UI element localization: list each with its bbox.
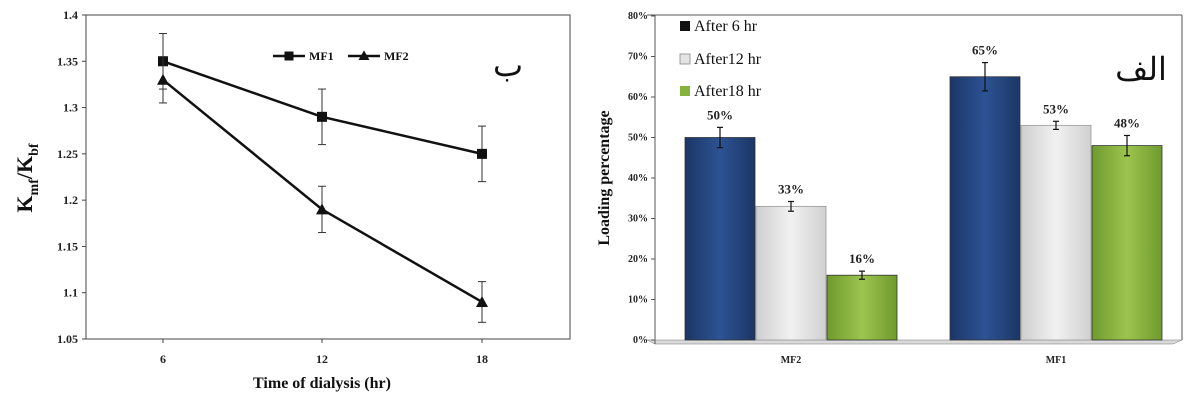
legend-18hr-label: After18 hr <box>694 83 762 100</box>
y-title-k: K <box>12 195 37 212</box>
line-x-tick-label: 12 <box>316 352 328 366</box>
bar-panel-label: الف <box>1115 51 1167 87</box>
legend-6hr-label: After 6 hr <box>694 18 758 35</box>
bar-mf1-6hr-value-label: 65% <box>972 43 998 58</box>
line-y-tick-label: 1.35 <box>57 54 78 68</box>
legend-12hr-label: After12 hr <box>694 51 762 68</box>
series-mf2-point <box>476 295 488 307</box>
y-title-sub-mf: mf <box>27 179 42 196</box>
bar-y-tick-label: 60% <box>628 92 648 103</box>
bar-y-tick-label: 10% <box>628 295 648 306</box>
series-mf1-point <box>477 148 487 159</box>
line-y-tick-label: 1.2 <box>63 193 78 207</box>
bar-y-tick-label: 40% <box>628 173 648 184</box>
legend-mf1-marker <box>284 51 294 61</box>
bar-x-tick-label: MF2 <box>781 355 802 366</box>
series-mf2-point <box>157 73 169 85</box>
bar-mf1-18hr-value-label: 48% <box>1114 115 1140 130</box>
legend-mf1-label: MF1 <box>309 49 334 63</box>
legend-mf2-label: MF2 <box>384 49 409 63</box>
bar-legend: After 6 hr After12 hr After18 hr <box>679 18 762 100</box>
bar-mf1-6hr <box>949 76 1021 341</box>
bar-y-ticks: 0% 10% 20% 30% 40% 50% 60% 70% 80% <box>628 11 655 346</box>
legend-18hr-swatch <box>680 86 690 96</box>
bar-mf1-12hr-value-label: 53% <box>1043 101 1069 116</box>
line-x-tick-label: 6 <box>160 352 166 366</box>
bar-y-tick-label: 0% <box>633 335 648 346</box>
series-mf2-point <box>316 203 328 215</box>
bar-y-tick-label: 70% <box>628 52 648 63</box>
line-x-axis-title: Time of dialysis (hr) <box>253 375 391 392</box>
line-x-tick-label: 18 <box>476 352 488 366</box>
line-y-axis-title: Kmf/Kbf <box>12 143 42 212</box>
y-title-sep: /K <box>12 156 37 180</box>
line-plot-frame <box>85 14 571 340</box>
line-chart: 1.05 1.1 1.15 1.2 1.25 1.3 1.35 1.4 6 12 18 Time … <box>12 8 571 392</box>
line-x-ticks: 6 12 18 <box>160 339 488 366</box>
bar-chart: 0%10%20%30%40%50%60%70%80% 50%33%16%65%5… <box>596 11 1183 366</box>
legend-mf2-marker <box>358 50 370 60</box>
line-y-tick-label: 1.15 <box>57 239 78 253</box>
line-y-tick-label: 1.3 <box>63 101 78 115</box>
bar-y-tick-label: 20% <box>628 254 648 265</box>
bar-mf2-18hr <box>826 274 898 341</box>
bar-bars-group: 50% 33% 16% 65% 53% 48% <box>684 43 1163 341</box>
line-legend: MF1 MF2 <box>273 49 409 63</box>
legend-12hr-swatch <box>679 53 691 65</box>
bar-y-tick-label: 50% <box>628 133 648 144</box>
bar-y-tick-label: 80% <box>628 11 648 22</box>
y-title-sub-bf: bf <box>27 143 42 156</box>
series-mf1-point <box>317 111 327 122</box>
line-y-tick-label: 1.1 <box>63 286 78 300</box>
bar-mf1-12hr <box>1020 124 1092 341</box>
bar-y-tick-label: 30% <box>628 214 648 225</box>
line-y-tick-label: 1.05 <box>57 332 78 346</box>
bar-x-ticks: MF2 MF1 <box>781 355 1067 366</box>
bar-mf1-18hr <box>1091 145 1163 341</box>
bar-floor <box>646 339 1183 345</box>
legend-6hr-swatch <box>680 21 690 31</box>
line-y-ticks: 1.05 1.1 1.15 1.2 1.25 1.3 1.35 1.4 <box>57 8 86 346</box>
bar-x-tick-label: MF1 <box>1046 355 1067 366</box>
bar-mf2-6hr-value-label: 50% <box>707 107 733 122</box>
bar-mf2-18hr-value-label: 16% <box>849 251 875 266</box>
line-series-group <box>157 33 488 323</box>
line-panel-label: ب <box>493 47 523 83</box>
line-y-tick-label: 1.25 <box>57 147 78 161</box>
bar-mf2-6hr <box>684 137 756 341</box>
bar-mf2-12hr-value-label: 33% <box>778 181 804 196</box>
bar-mf2-12hr <box>755 205 827 341</box>
line-y-tick-label: 1.4 <box>63 8 78 22</box>
bar-y-axis-title: Loading percentage <box>596 110 613 245</box>
